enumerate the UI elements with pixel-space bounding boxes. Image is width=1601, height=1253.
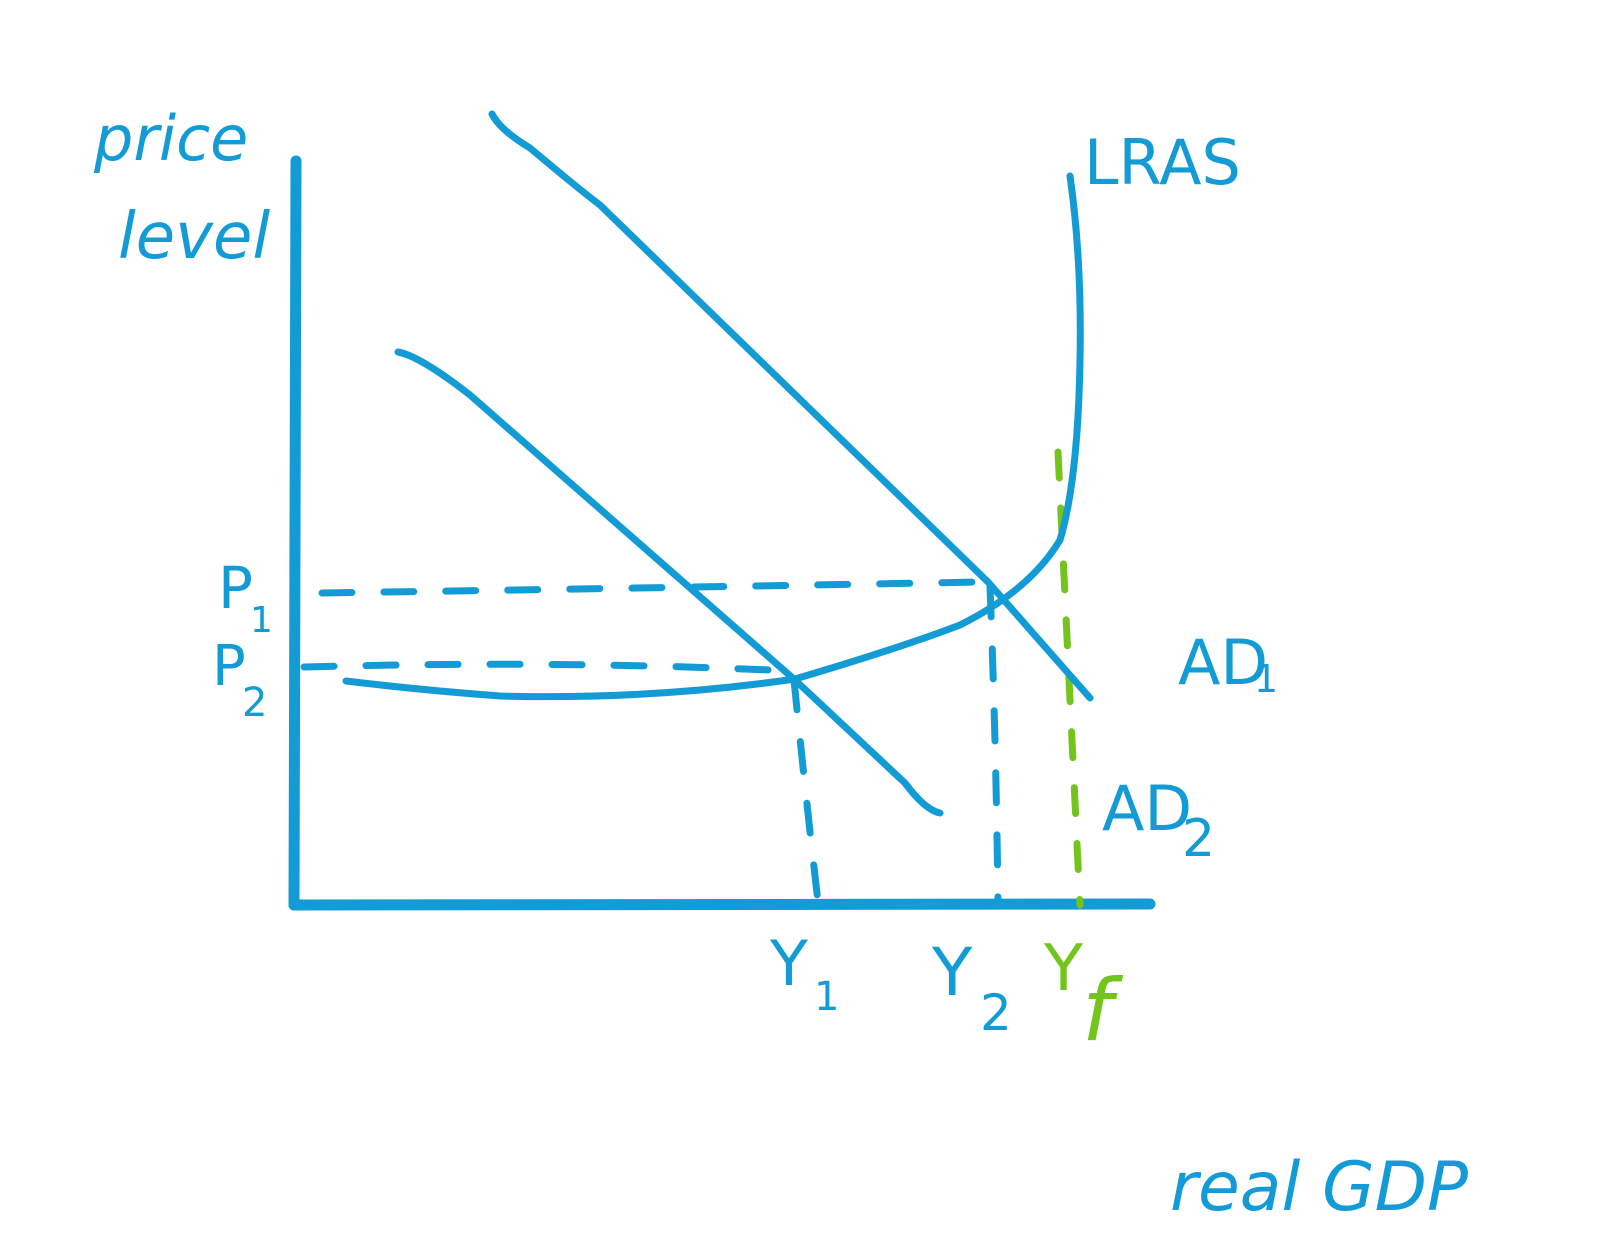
y-axis-label-line2: level [118, 200, 270, 274]
y1-subscript: 1 [814, 974, 839, 1020]
y2-label: Y [931, 934, 973, 1011]
ad2-label: AD [1102, 772, 1192, 845]
yf-label: Y [1043, 932, 1084, 1006]
p1-subscript: 1 [250, 600, 273, 641]
p2-guide-line [300, 660, 796, 675]
ad2-curve [394, 348, 944, 817]
guide-lines [300, 578, 1002, 906]
p2-label: P [212, 634, 246, 699]
p1-label: P [218, 554, 253, 622]
y2-subscript: 2 [980, 984, 1012, 1042]
y2-guide-line [986, 583, 1002, 906]
x-axis-label: real GDP [1170, 1148, 1468, 1227]
axes [288, 155, 1156, 911]
p1-guide-line [318, 578, 986, 597]
ad1-curve [488, 110, 1094, 702]
ad1-subscript: 1 [1254, 657, 1278, 701]
curves [342, 110, 1094, 817]
y1-label: Y [769, 927, 808, 1000]
x-axis [288, 898, 1156, 911]
yf-subscript: f [1082, 961, 1124, 1061]
p2-subscript: 2 [242, 680, 267, 726]
y-axis-label-line1: price [93, 102, 248, 175]
ad2-subscript: 2 [1182, 809, 1215, 869]
y-axis [288, 155, 302, 911]
ad1-label: AD [1178, 626, 1268, 699]
as-curve [342, 172, 1084, 701]
lras-label: LRAS [1084, 126, 1241, 199]
y1-guide-line [790, 676, 822, 906]
